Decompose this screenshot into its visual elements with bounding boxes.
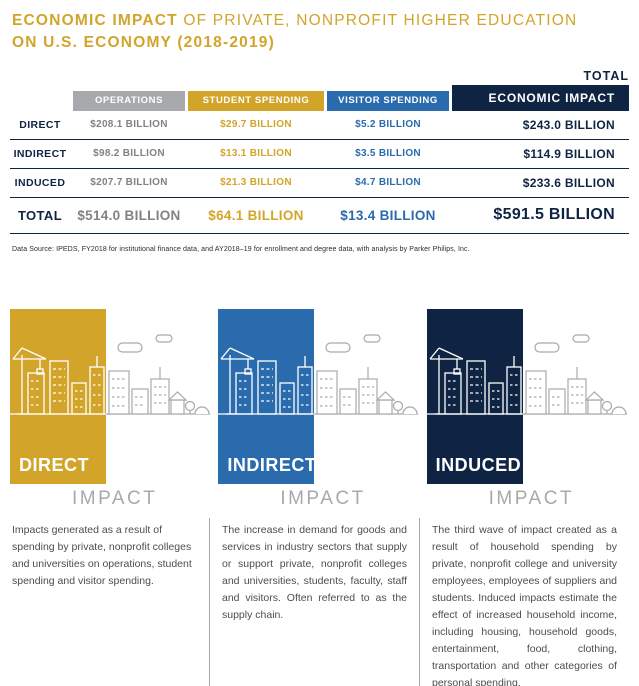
indirect-operations-value: $98.2 BILLION bbox=[93, 148, 165, 160]
indirect-description: The increase in demand for goods and ser… bbox=[209, 517, 419, 686]
data-source-note: Data Source: IPEDS, FY2018 for instituti… bbox=[12, 245, 470, 253]
page-title: ECONOMIC IMPACT OF PRIVATE, NONPROFIT HI… bbox=[0, 0, 639, 55]
title-line-1: ECONOMIC IMPACT OF PRIVATE, NONPROFIT HI… bbox=[12, 10, 625, 32]
table-total-header-row: TOTAL bbox=[10, 69, 629, 85]
cityscape-illustration bbox=[218, 308, 419, 484]
induced-description: The third wave of impact created as a re… bbox=[419, 517, 629, 686]
title-line-2: ON U.S. ECONOMY (2018-2019) bbox=[12, 34, 275, 52]
direct-impact-word: IMPACT bbox=[72, 487, 158, 509]
table-header-row: OPERATIONS STUDENT SPENDING VISITOR SPEN… bbox=[10, 84, 629, 111]
induced-operations-value: $207.7 BILLION bbox=[90, 177, 168, 189]
induced-visitor-value: $4.7 BILLION bbox=[355, 177, 421, 189]
direct-cityscape: DIRECT bbox=[10, 308, 210, 484]
induced-label: INDUCED bbox=[435, 454, 522, 475]
section-direct: DIRECT IMPACT bbox=[10, 308, 212, 510]
column-header-visitor-spending: VISITOR SPENDING bbox=[327, 90, 449, 111]
direct-visitor-value: $5.2 BILLION bbox=[355, 119, 421, 131]
direct-operations-value: $208.1 BILLION bbox=[90, 119, 168, 131]
total-operations-value: $514.0 BILLION bbox=[77, 207, 181, 223]
column-header-operations: OPERATIONS bbox=[73, 90, 185, 111]
table-total-row: TOTAL $514.0 BILLION $64.1 BILLION $13.4… bbox=[10, 198, 629, 234]
indirect-cityscape: INDIRECT bbox=[218, 308, 419, 484]
direct-description: Impacts generated as a result of spendin… bbox=[12, 523, 192, 587]
title-emphasis: ECONOMIC IMPACT bbox=[12, 12, 178, 29]
impact-descriptions: Impacts generated as a result of spendin… bbox=[0, 517, 639, 686]
table-row: INDIRECT $98.2 BILLION $13.1 BILLION $3.… bbox=[10, 140, 629, 169]
column-header-student-spending: STUDENT SPENDING bbox=[188, 90, 324, 111]
total-economic-impact-value: $591.5 BILLION bbox=[493, 206, 615, 224]
induced-cityscape: INDUCED bbox=[426, 308, 627, 484]
indirect-visitor-value: $3.5 BILLION bbox=[355, 148, 421, 160]
row-label-indirect: INDIRECT bbox=[13, 147, 67, 160]
total-student-value: $64.1 BILLION bbox=[208, 207, 304, 223]
economic-impact-table: TOTAL OPERATIONS STUDENT SPENDING VISITO… bbox=[10, 69, 629, 234]
title-rest: OF PRIVATE, NONPROFIT HIGHER EDUCATION bbox=[177, 12, 578, 29]
row-label-direct: DIRECT bbox=[19, 118, 61, 131]
indirect-label: INDIRECT bbox=[227, 454, 317, 475]
induced-impact-word: IMPACT bbox=[488, 487, 575, 509]
table-row: INDUCED $207.7 BILLION $21.3 BILLION $4.… bbox=[10, 169, 629, 198]
direct-label: DIRECT bbox=[19, 454, 89, 475]
indirect-total-value: $114.9 BILLION bbox=[523, 146, 615, 161]
indirect-impact-word: IMPACT bbox=[280, 487, 366, 509]
cityscape-illustration bbox=[426, 308, 627, 484]
row-label-total: TOTAL bbox=[17, 207, 63, 223]
section-indirect: INDIRECT IMPACT bbox=[218, 308, 420, 510]
column-header-total-economic-impact: ECONOMIC IMPACT bbox=[452, 84, 629, 111]
induced-total-value: $233.6 BILLION bbox=[522, 175, 615, 190]
direct-total-value: $243.0 BILLION bbox=[522, 117, 615, 132]
section-induced: INDUCED IMPACT bbox=[426, 308, 629, 510]
total-visitor-value: $13.4 BILLION bbox=[340, 207, 436, 223]
indirect-student-value: $13.1 BILLION bbox=[220, 148, 292, 160]
induced-student-value: $21.3 BILLION bbox=[220, 177, 292, 189]
table-row: DIRECT $208.1 BILLION $29.7 BILLION $5.2… bbox=[10, 111, 629, 140]
total-header-label: TOTAL bbox=[583, 68, 629, 83]
direct-student-value: $29.7 BILLION bbox=[220, 119, 292, 131]
row-label-induced: INDUCED bbox=[14, 176, 66, 189]
impact-sections: DIRECT IMPACT INDIRECT IMPACT INDUCED bbox=[0, 308, 639, 510]
cityscape-illustration bbox=[10, 308, 210, 484]
